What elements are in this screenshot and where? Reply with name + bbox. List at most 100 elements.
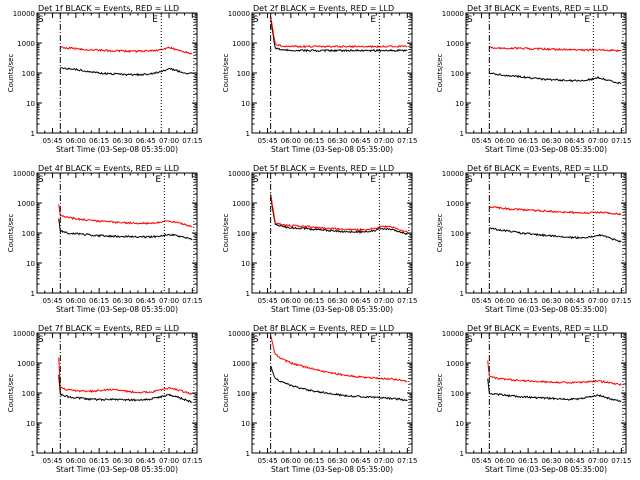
end-marker-label: E <box>155 335 161 345</box>
y-tick-label: 10000 <box>228 170 250 178</box>
start-marker-label: S <box>467 15 473 25</box>
y-tick-label: 100 <box>22 390 35 398</box>
chart-panel-5: Det 5f BLACK = Events, RED = LLD S E 1 10 100… <box>222 164 417 314</box>
chart-panel-7: Det 7f BLACK = Events, RED = LLD S E 1 10 100… <box>7 324 202 474</box>
x-tick-label: 06:15 <box>89 137 109 145</box>
x-tick-label: 06:30 <box>327 137 347 145</box>
y-tick-label: 1 <box>31 290 35 298</box>
x-tick-label: 06:30 <box>112 137 132 145</box>
start-marker-label: S <box>467 335 473 345</box>
x-tick-label: 07:00 <box>374 297 394 305</box>
x-axis-label: Start Time (03-Sep-08 05:35:00) <box>271 305 393 314</box>
y-tick-label: 1000 <box>17 360 35 368</box>
series-events <box>58 218 193 241</box>
series-lld <box>270 335 408 383</box>
x-tick-label: 06:00 <box>66 457 86 465</box>
chart-title: Det 5f BLACK = Events, RED = LLD <box>253 164 394 173</box>
y-tick-label: 10000 <box>13 170 35 178</box>
y-tick-label: 10000 <box>442 170 464 178</box>
y-tick-label: 1 <box>31 130 35 138</box>
y-tick-label: 10 <box>455 100 464 108</box>
y-axis-label: Counts/sec <box>436 54 444 93</box>
x-tick-label: 05:45 <box>257 137 277 145</box>
series-lld <box>489 206 622 216</box>
y-tick-label: 100 <box>237 390 250 398</box>
x-axis-label: Start Time (03-Sep-08 05:35:00) <box>485 305 607 314</box>
y-tick-label: 1000 <box>446 200 464 208</box>
x-tick-label: 07:00 <box>588 137 608 145</box>
series-events <box>270 19 408 53</box>
y-tick-label: 10 <box>26 420 35 428</box>
y-tick-label: 1 <box>246 290 250 298</box>
chart-panel-9: Det 9f BLACK = Events, RED = LLD S E 1 10 100… <box>436 324 631 474</box>
y-tick-label: 10000 <box>13 330 35 338</box>
y-tick-label: 1 <box>31 450 35 458</box>
x-tick-label: 06:15 <box>89 457 109 465</box>
x-tick-label: 06:45 <box>565 137 585 145</box>
x-tick-label: 07:15 <box>397 137 417 145</box>
y-tick-label: 10 <box>455 420 464 428</box>
x-tick-label: 06:45 <box>565 457 585 465</box>
x-tick-label: 05:45 <box>42 297 62 305</box>
plot-frame <box>251 172 413 294</box>
end-marker-label: E <box>370 335 376 345</box>
y-tick-label: 1 <box>460 450 464 458</box>
x-tick-label: 07:15 <box>611 457 631 465</box>
end-marker-label: E <box>584 15 590 25</box>
x-axis-label: Start Time (03-Sep-08 05:35:00) <box>271 465 393 474</box>
y-axis-label: Counts/sec <box>436 214 444 253</box>
y-tick-label: 100 <box>451 230 464 238</box>
chart-panel-8: Det 8f BLACK = Events, RED = LLD S E 1 10 100… <box>222 324 417 474</box>
x-tick-label: 05:45 <box>471 297 491 305</box>
start-marker-label: S <box>253 15 259 25</box>
x-tick-label: 06:30 <box>541 137 561 145</box>
x-tick-label: 06:30 <box>327 297 347 305</box>
x-tick-label: 06:45 <box>136 137 156 145</box>
end-marker-label: E <box>152 15 158 25</box>
y-tick-label: 10000 <box>13 10 35 18</box>
x-tick-label: 07:00 <box>159 457 179 465</box>
plot-frame <box>36 332 198 454</box>
x-tick-label: 07:00 <box>374 457 394 465</box>
plot-frame <box>465 172 627 294</box>
x-tick-label: 06:15 <box>304 137 324 145</box>
end-marker-label: E <box>370 15 376 25</box>
x-tick-label: 06:00 <box>495 137 515 145</box>
x-tick-label: 07:00 <box>374 137 394 145</box>
chart-panel-4: Det 4f BLACK = Events, RED = LLD S E 1 10 100… <box>7 164 202 314</box>
series-lld <box>270 15 408 49</box>
y-tick-label: 100 <box>237 70 250 78</box>
end-marker-label: E <box>370 175 376 185</box>
y-tick-label: 10 <box>455 260 464 268</box>
chart-title: Det 2f BLACK = Events, RED = LLD <box>253 4 394 13</box>
x-tick-label: 05:45 <box>42 457 62 465</box>
x-tick-label: 07:00 <box>588 457 608 465</box>
y-axis-label: Counts/sec <box>222 214 230 253</box>
y-axis-label: Counts/sec <box>222 54 230 93</box>
x-tick-label: 06:45 <box>565 297 585 305</box>
x-tick-label: 05:45 <box>471 137 491 145</box>
y-tick-label: 1000 <box>232 40 250 48</box>
x-tick-label: 07:15 <box>182 137 202 145</box>
series-lld <box>488 46 622 53</box>
x-tick-label: 06:45 <box>351 457 371 465</box>
series-lld <box>270 193 408 233</box>
y-axis-label: Counts/sec <box>7 214 15 253</box>
y-tick-label: 1 <box>246 450 250 458</box>
y-tick-label: 10 <box>26 260 35 268</box>
chart-panel-2: Det 2f BLACK = Events, RED = LLD S E 1 10 100… <box>222 4 417 154</box>
chart-title: Det 6f BLACK = Events, RED = LLD <box>467 164 608 173</box>
x-axis-label: Start Time (03-Sep-08 05:35:00) <box>56 145 178 154</box>
x-tick-label: 06:30 <box>541 457 561 465</box>
y-tick-label: 1000 <box>17 200 35 208</box>
y-tick-label: 100 <box>22 230 35 238</box>
x-tick-label: 06:00 <box>495 457 515 465</box>
chart-title: Det 1f BLACK = Events, RED = LLD <box>38 4 179 13</box>
y-tick-label: 10 <box>241 100 250 108</box>
x-tick-label: 06:30 <box>541 297 561 305</box>
end-marker-label: E <box>584 175 590 185</box>
start-marker-label: S <box>38 335 44 345</box>
series-lld <box>487 360 622 387</box>
series-events <box>60 67 193 77</box>
x-axis-label: Start Time (03-Sep-08 05:35:00) <box>56 305 178 314</box>
